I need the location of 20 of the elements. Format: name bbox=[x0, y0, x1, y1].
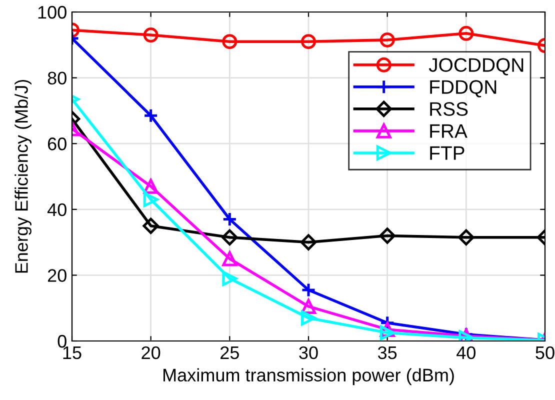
x-axis-title: Maximum transmission power (dBm) bbox=[164, 368, 454, 386]
x-tick-label: 15 bbox=[63, 346, 82, 360]
y-tick-label: 60 bbox=[48, 138, 66, 150]
legend-label: RSS bbox=[430, 102, 468, 116]
y-tick-label: 100 bbox=[38, 6, 66, 19]
x-tick-label: 25 bbox=[220, 346, 239, 360]
x-tick-label: 35 bbox=[378, 346, 397, 360]
y-tick-label: 80 bbox=[48, 72, 66, 85]
legend-label: FRA bbox=[430, 124, 468, 138]
y-tick-label: 20 bbox=[48, 269, 66, 282]
x-tick-label: 30 bbox=[299, 346, 318, 360]
x-tick-label: 20 bbox=[142, 346, 160, 360]
x-tick-label: 50 bbox=[536, 346, 554, 360]
x-tick-label: 40 bbox=[456, 346, 476, 360]
y-tick-label: 0 bbox=[58, 334, 66, 348]
legend-label: JOCDDQN bbox=[428, 58, 524, 76]
y-axis-title: Energy Efficiency (Mb/J) bbox=[14, 80, 32, 273]
legend-label: FTP bbox=[430, 146, 464, 160]
y-tick-label: 40 bbox=[47, 203, 66, 216]
legend-label: FDDQN bbox=[430, 80, 496, 98]
